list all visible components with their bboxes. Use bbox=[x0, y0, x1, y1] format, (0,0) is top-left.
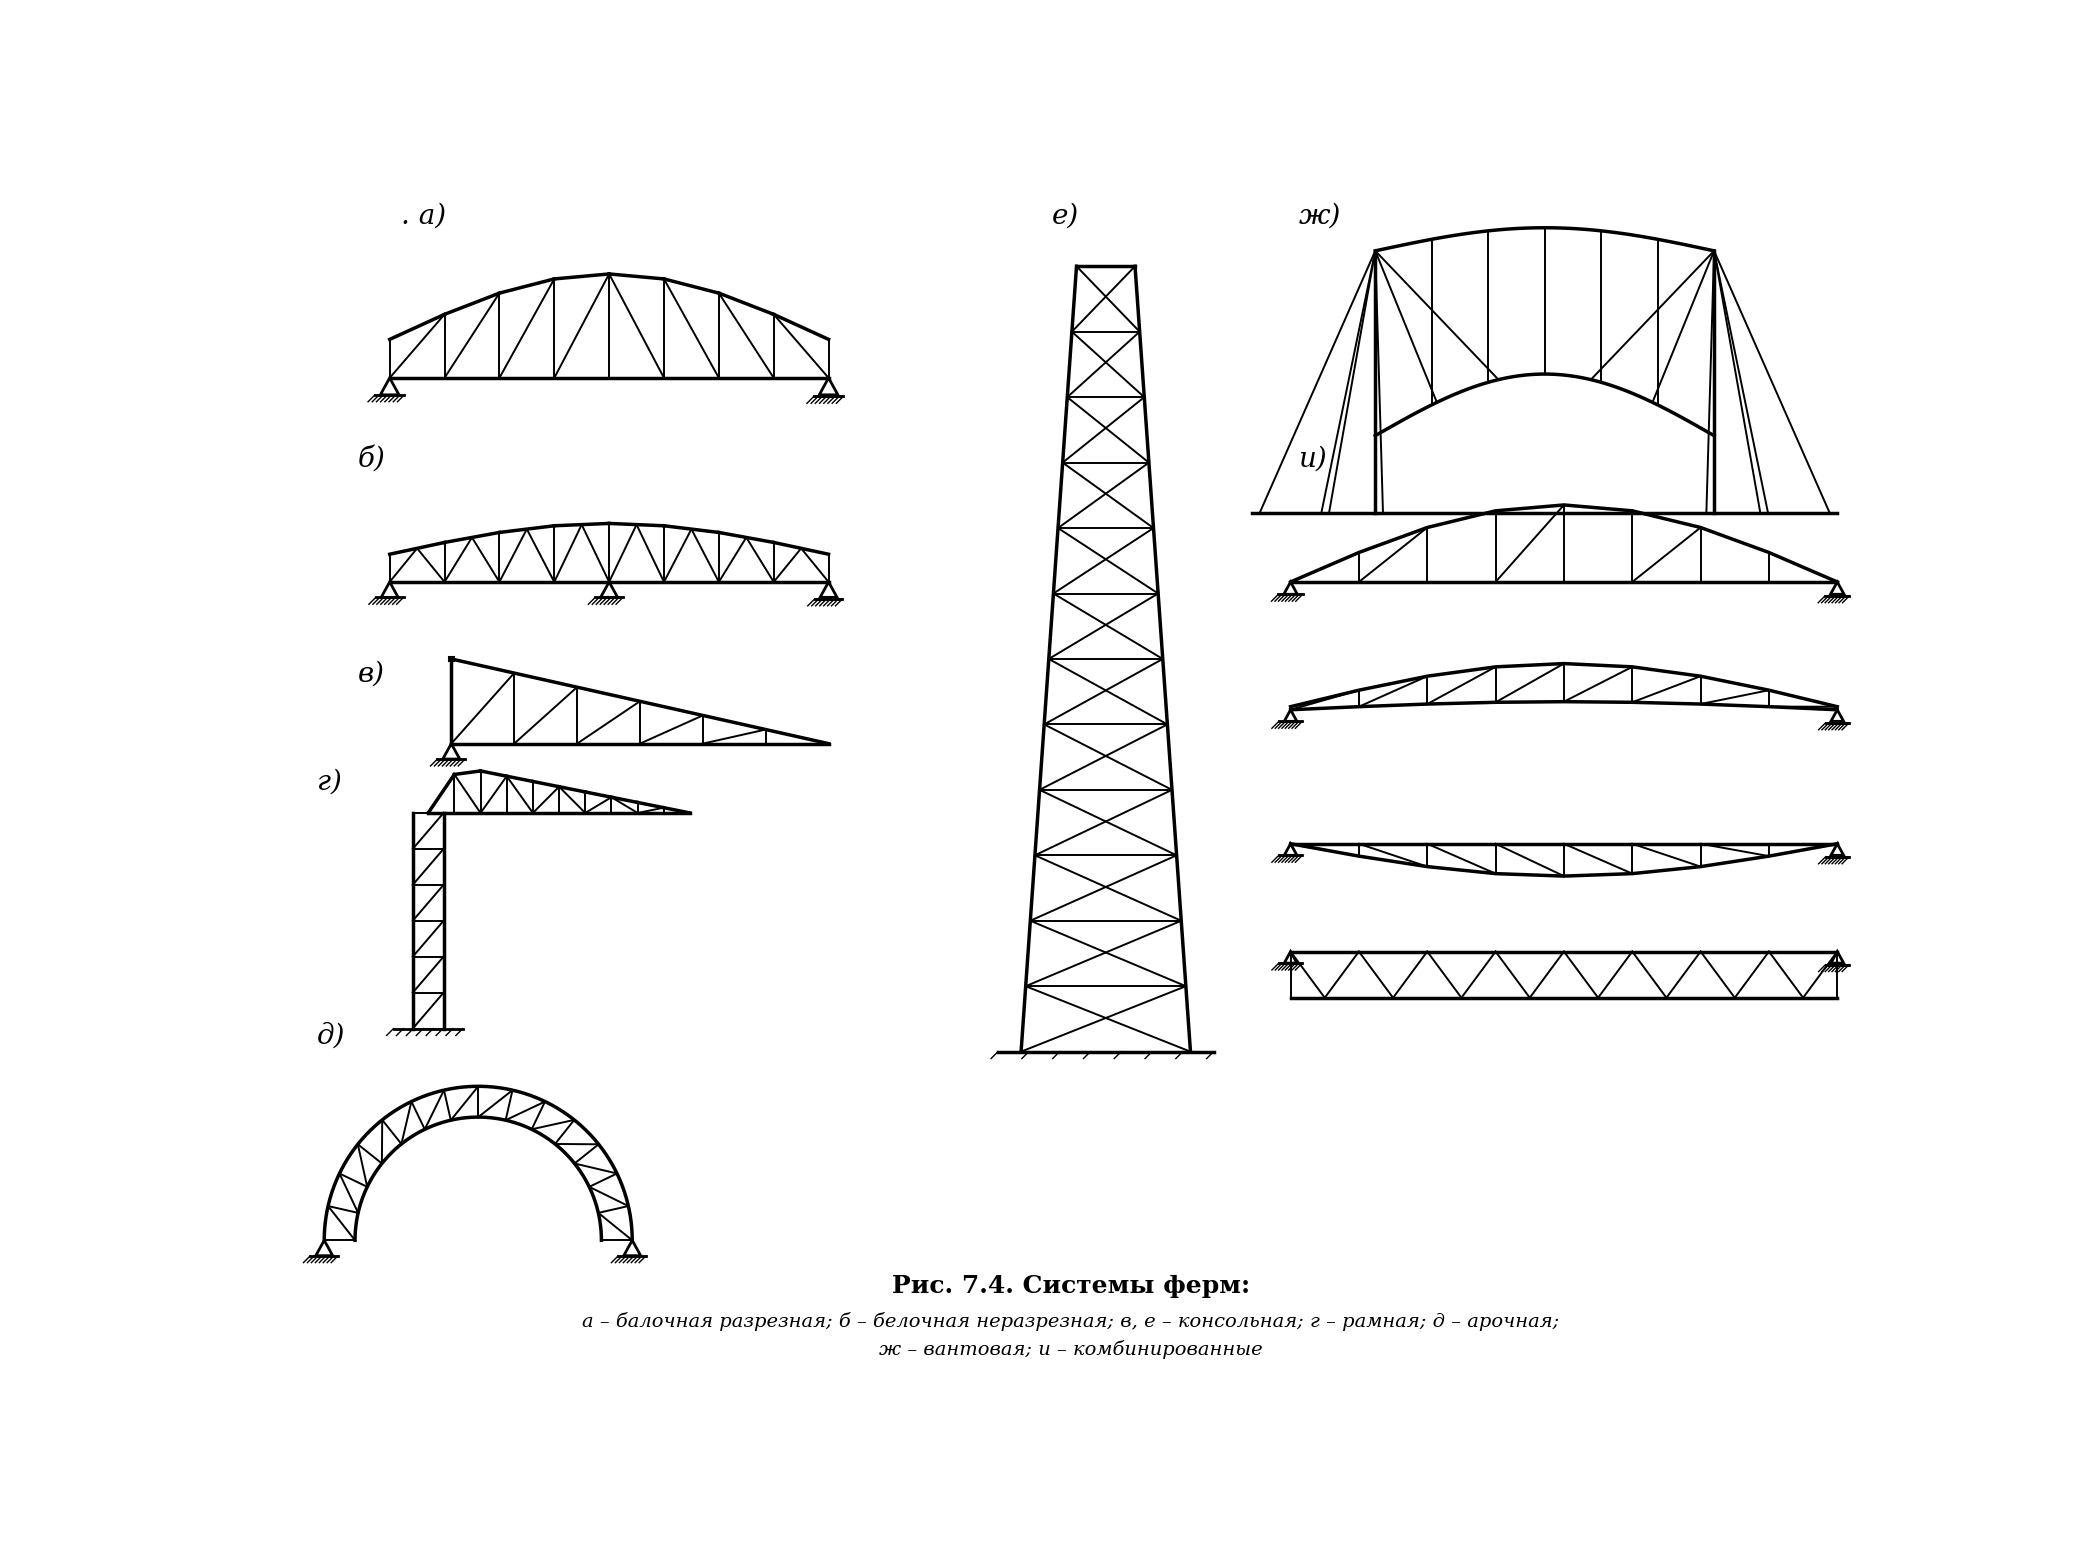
Text: ж – вантовая; и – комбинированные: ж – вантовая; и – комбинированные bbox=[880, 1340, 1262, 1360]
Text: г): г) bbox=[316, 769, 341, 796]
Text: е): е) bbox=[1051, 202, 1078, 230]
Text: . а): . а) bbox=[401, 202, 447, 230]
Text: д): д) bbox=[316, 1023, 345, 1051]
Text: а – балочная разрезная; б – белочная неразрезная; в, е – консольная; г – рамная;: а – балочная разрезная; б – белочная нер… bbox=[583, 1312, 1559, 1330]
Text: б): б) bbox=[357, 445, 385, 473]
Text: Рис. 7.4. Системы ферм:: Рис. 7.4. Системы ферм: bbox=[892, 1275, 1250, 1298]
Bar bbox=[449, 657, 454, 661]
Text: и): и) bbox=[1298, 445, 1327, 473]
Text: ж): ж) bbox=[1298, 202, 1340, 230]
Text: в): в) bbox=[357, 661, 385, 688]
